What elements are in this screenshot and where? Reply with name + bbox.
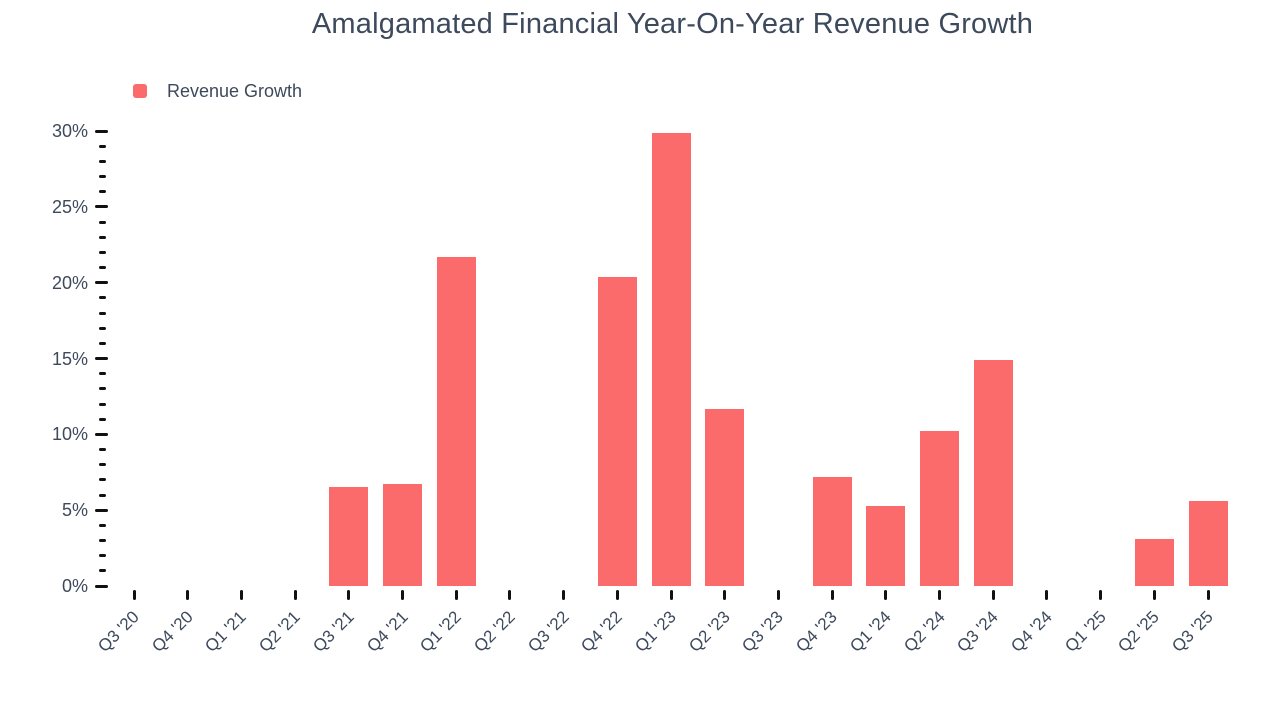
x-axis-tick: [239, 590, 243, 600]
y-axis-major-tick: [95, 432, 108, 436]
y-axis-minor-tick: [99, 539, 106, 542]
bar-q1-23: [651, 132, 691, 586]
y-axis-minor-tick: [99, 159, 106, 163]
x-axis-tick: [1152, 590, 1156, 600]
y-axis-minor-tick: [99, 523, 106, 527]
x-axis-tick: [132, 590, 136, 600]
chart-title: Amalgamated Financial Year-On-Year Reven…: [311, 8, 1034, 40]
y-axis-minor-tick: [99, 326, 106, 330]
y-axis-major-tick: [95, 281, 108, 285]
y-axis-label: 30%: [51, 121, 88, 141]
legend-label: Revenue Growth: [167, 80, 303, 101]
x-axis-tick: [669, 590, 673, 600]
bar-q1-22: [436, 256, 476, 586]
x-axis-tick: [884, 590, 888, 600]
y-axis-label: 20%: [51, 272, 88, 293]
legend: Revenue Growth: [133, 80, 303, 101]
y-axis-minor-tick: [99, 569, 106, 573]
x-axis-tick: [186, 590, 190, 600]
y-axis-minor-tick: [99, 493, 106, 497]
x-axis-tick: [454, 590, 458, 600]
y-axis-minor-tick: [99, 311, 106, 315]
y-axis-major-tick: [95, 584, 108, 588]
y-axis-major-tick: [95, 205, 108, 209]
x-axis-tick: [991, 590, 995, 600]
bar-q4-23: [812, 476, 852, 586]
bar-q2-24: [920, 431, 959, 586]
x-axis-tick: [562, 590, 566, 600]
y-axis-minor-tick: [99, 341, 106, 345]
x-axis-tick: [830, 590, 834, 600]
bar-q3-24: [973, 360, 1013, 586]
bar-q2-23: [705, 408, 745, 586]
y-axis-minor-tick: [99, 387, 106, 391]
y-axis-minor-tick: [99, 417, 106, 421]
x-axis-tick: [1045, 590, 1049, 600]
y-axis-label: 0%: [61, 576, 88, 596]
y-axis-major-tick: [95, 129, 108, 133]
y-axis-major-tick: [95, 357, 108, 360]
y-axis-minor-tick: [99, 235, 106, 239]
x-axis-tick: [1206, 590, 1210, 600]
y-axis-minor-tick: [99, 402, 106, 406]
y-axis-minor-tick: [99, 478, 106, 482]
y-axis-label: 25%: [51, 196, 88, 217]
y-axis-minor-tick: [99, 190, 106, 194]
bar-q4-21: [383, 484, 422, 586]
y-axis-minor-tick: [99, 144, 106, 148]
y-axis-major-tick: [95, 508, 108, 512]
y-axis-label: 15%: [51, 348, 88, 369]
y-axis-minor-tick: [99, 175, 106, 178]
y-axis-minor-tick: [99, 250, 106, 254]
x-axis-tick: [938, 590, 941, 600]
legend-swatch-icon: [133, 84, 147, 98]
x-axis-tick: [508, 590, 512, 600]
bar-q1-24: [866, 505, 906, 586]
y-axis-minor-tick: [99, 296, 106, 300]
y-axis-minor-tick: [99, 554, 106, 558]
y-axis-minor-tick: [99, 448, 106, 451]
x-axis-tick: [615, 590, 619, 600]
x-axis-tick: [401, 590, 404, 600]
x-axis-tick: [776, 590, 780, 600]
x-axis-tick: [293, 590, 297, 600]
x-axis-tick: [1099, 590, 1103, 600]
x-axis-tick: [347, 590, 351, 600]
y-axis-minor-tick: [99, 220, 106, 224]
bar-q4-22: [597, 276, 637, 586]
y-axis-minor-tick: [99, 372, 106, 376]
y-axis-minor-tick: [99, 463, 106, 467]
bar-q2-25: [1134, 538, 1174, 586]
y-axis-label: 5%: [61, 500, 88, 521]
bar-q3-21: [329, 487, 369, 586]
y-axis-minor-tick: [99, 266, 106, 269]
x-axis-tick: [723, 590, 727, 600]
bar-q3-25: [1188, 501, 1228, 586]
y-axis-label: 10%: [51, 424, 88, 445]
